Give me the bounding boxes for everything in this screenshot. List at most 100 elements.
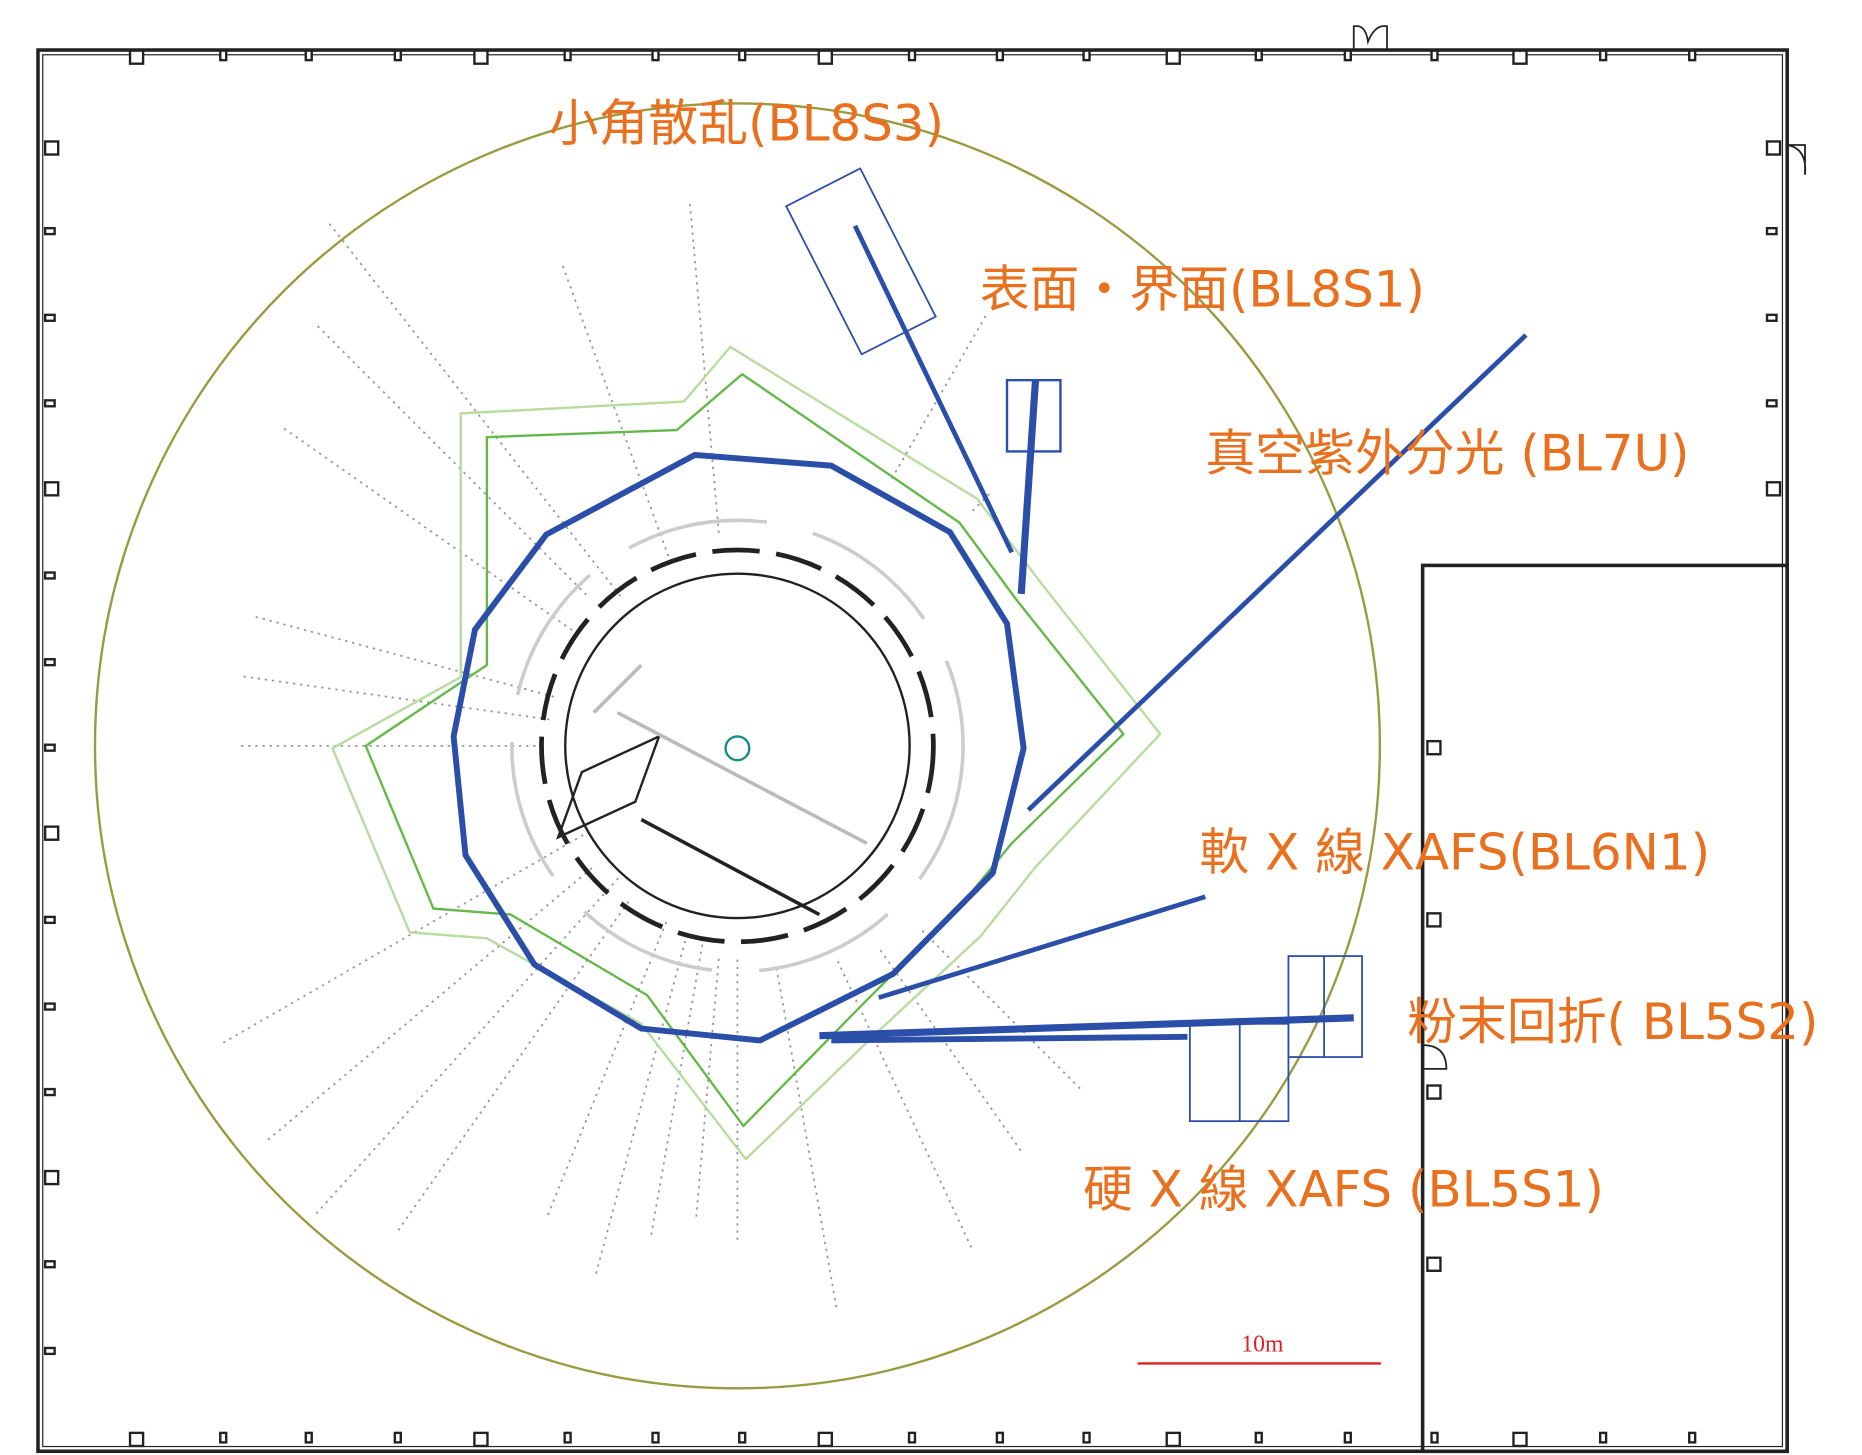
column	[1600, 1433, 1606, 1443]
column	[1167, 1433, 1180, 1446]
column	[130, 1433, 143, 1446]
column	[1427, 913, 1440, 926]
column	[220, 1433, 226, 1443]
column	[653, 51, 659, 61]
column	[1767, 315, 1777, 321]
column	[45, 228, 55, 234]
column	[45, 827, 58, 840]
column	[1432, 1433, 1438, 1443]
column	[45, 573, 55, 579]
radial-line	[880, 950, 1023, 1154]
column	[909, 51, 915, 61]
column	[1427, 1258, 1440, 1271]
column	[1256, 1433, 1262, 1443]
radial-line	[563, 266, 669, 556]
column	[1767, 400, 1777, 406]
radial-line	[316, 878, 618, 1213]
column	[306, 1433, 312, 1443]
beamline-label: 真空紫外分光 (BL7U)	[1205, 424, 1689, 482]
column	[45, 141, 58, 154]
column	[45, 1348, 55, 1354]
booster	[542, 550, 934, 942]
column	[739, 51, 745, 61]
storage-ring	[454, 455, 1024, 1040]
beamline-label: 小角散乱(BL8S3)	[549, 94, 944, 152]
column	[1689, 51, 1695, 61]
column	[819, 1433, 832, 1446]
column	[45, 917, 55, 923]
radial-line	[651, 945, 703, 1237]
column	[1427, 1086, 1440, 1099]
hutch	[786, 168, 936, 354]
column	[474, 51, 487, 64]
column	[1427, 741, 1440, 754]
column	[565, 51, 571, 61]
column	[306, 51, 312, 61]
column	[395, 1433, 401, 1443]
beamline-bl5s1	[831, 1037, 1187, 1041]
beamline-label: 硬 X 線 XAFS (BL5S1)	[1083, 1161, 1604, 1219]
radial-line	[546, 922, 666, 1219]
column	[1689, 1433, 1695, 1443]
column	[45, 1089, 55, 1095]
column	[45, 1171, 58, 1184]
column	[653, 1433, 659, 1443]
page: 10m 小角散乱(BL8S3) 表面・界面(BL8S1) 真空紫外分光 (BL7…	[0, 0, 1862, 1455]
column	[130, 51, 143, 64]
column	[1432, 51, 1438, 61]
column	[220, 51, 226, 61]
column	[1084, 1433, 1090, 1443]
radial-line	[318, 326, 587, 595]
center-mark	[726, 736, 750, 760]
door	[1354, 26, 1387, 50]
column	[1167, 51, 1180, 64]
scale-label: 10m	[1241, 1332, 1284, 1358]
column	[997, 1433, 1003, 1443]
column	[1767, 482, 1780, 495]
column	[1600, 51, 1606, 61]
column	[45, 400, 55, 406]
inner-ring	[565, 574, 909, 918]
linac	[641, 820, 819, 915]
building-wall	[38, 50, 1787, 1451]
column	[819, 51, 832, 64]
column	[45, 745, 55, 751]
column	[1767, 228, 1777, 234]
column	[565, 1433, 571, 1443]
column	[997, 51, 1003, 61]
column	[474, 1433, 487, 1446]
door	[1787, 145, 1805, 175]
transport	[594, 665, 867, 843]
beamline-label: 表面・界面(BL8S1)	[980, 261, 1425, 319]
column	[1084, 51, 1090, 61]
radial-line	[922, 931, 1082, 1091]
column	[739, 1433, 745, 1443]
radial-line	[264, 868, 591, 1143]
column	[1345, 1433, 1351, 1443]
column	[45, 659, 55, 665]
column	[45, 315, 55, 321]
column	[45, 482, 58, 495]
column	[395, 51, 401, 61]
booster-shield	[512, 520, 963, 971]
floor-plan: 10m 小角散乱(BL8S3) 表面・界面(BL8S1) 真空紫外分光 (BL7…	[0, 0, 1862, 1455]
column	[1767, 141, 1780, 154]
column	[909, 1433, 915, 1443]
beamline-bl7u	[1028, 335, 1526, 810]
column	[1513, 51, 1526, 64]
column	[45, 1261, 55, 1267]
column	[1256, 51, 1262, 61]
radial-line	[280, 426, 572, 630]
beamline-label: 軟 X 線 XAFS(BL6N1)	[1199, 823, 1710, 881]
column	[1345, 51, 1351, 61]
column	[1513, 1433, 1526, 1446]
beamline-bl8s1	[1021, 380, 1035, 594]
radial-line	[328, 222, 620, 596]
beamline-bl6n1	[879, 897, 1206, 998]
beamline-bl5s2	[819, 1018, 1353, 1036]
column	[45, 1004, 55, 1010]
radial-line	[397, 902, 629, 1233]
beamline-label: 粉末回折( BL5S2)	[1407, 993, 1818, 1051]
building-wall-inner	[43, 55, 1783, 1447]
radial-line	[223, 835, 583, 1043]
